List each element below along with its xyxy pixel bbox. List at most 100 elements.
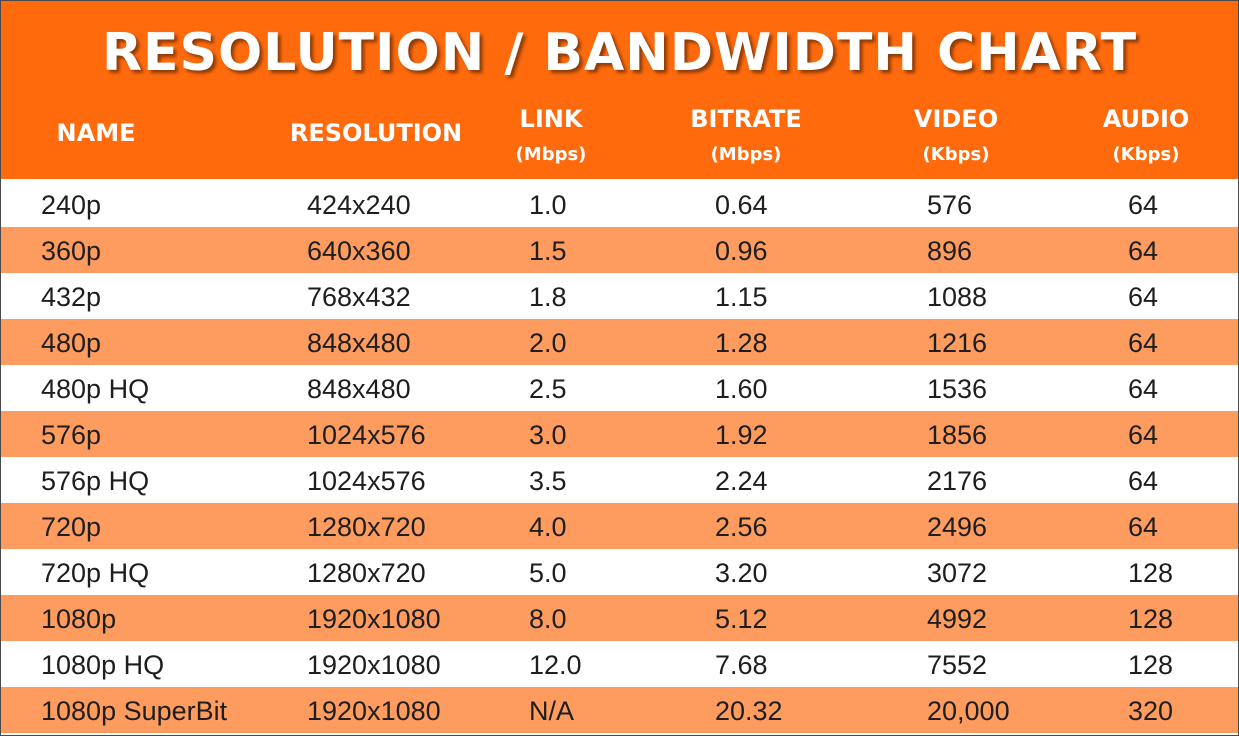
table-cell: 576 xyxy=(927,190,973,220)
table-cell: 1.5 xyxy=(529,236,567,266)
col-header-name: NAME xyxy=(16,115,176,151)
table-row: 720p 1280x720 4.0 2.56 2496 64 xyxy=(1,503,1238,549)
table-row: 480p HQ 848x480 2.5 1.60 1536 64 xyxy=(1,365,1238,411)
table-cell: 2.56 xyxy=(715,512,768,542)
table-cell: 720p HQ xyxy=(41,558,150,588)
table-cell: 5.0 xyxy=(529,558,567,588)
table-cell: 8.0 xyxy=(529,604,567,634)
table-cell: 0.64 xyxy=(715,190,768,220)
table-row: 240p 424x240 1.0 0.64 576 64 xyxy=(1,181,1238,227)
table-header: RESOLUTION / BANDWIDTH CHART NAME RESOLU… xyxy=(1,1,1238,179)
table-row: 480p 848x480 2.0 1.28 1216 64 xyxy=(1,319,1238,365)
table-cell: 7.68 xyxy=(715,650,768,680)
table-cell: 2.0 xyxy=(529,328,567,358)
table-cell: 64 xyxy=(1128,190,1159,220)
table-cell: 576p HQ xyxy=(41,466,150,496)
table-cell: 2496 xyxy=(927,512,988,542)
table-cell: 360p xyxy=(41,236,102,266)
table-row: 576p HQ 1024x576 3.5 2.24 2176 64 xyxy=(1,457,1238,503)
table-cell: 4.0 xyxy=(529,512,567,542)
table-cell: 1024x576 xyxy=(307,466,426,496)
table-cell: 848x480 xyxy=(307,328,411,358)
col-header-link: LINK (Mbps) xyxy=(491,101,611,173)
table-cell: 1920x1080 xyxy=(307,696,441,726)
table-cell: 848x480 xyxy=(307,374,411,404)
table-cell: 768x432 xyxy=(307,282,411,312)
table-cell: 1.8 xyxy=(529,282,567,312)
table-cell: 1856 xyxy=(927,420,988,450)
table-cell: 1280x720 xyxy=(307,558,426,588)
col-header-resolution: RESOLUTION xyxy=(281,115,471,151)
col-header-label: VIDEO xyxy=(913,105,999,133)
table-cell: 5.12 xyxy=(715,604,768,634)
table-cell: 1080p xyxy=(41,604,117,634)
table-cell: 640x360 xyxy=(307,236,411,266)
table-cell: 4992 xyxy=(927,604,988,634)
table-cell: 64 xyxy=(1128,328,1159,358)
table-cell: 64 xyxy=(1128,466,1159,496)
table-cell: 64 xyxy=(1128,420,1159,450)
table-cell: 480p HQ xyxy=(41,374,150,404)
col-header-unit: (Mbps) xyxy=(710,144,782,165)
col-header-video: VIDEO (Kbps) xyxy=(891,101,1021,173)
table-cell: 0.96 xyxy=(715,236,768,266)
table-row: 720p HQ 1280x720 5.0 3.20 3072 128 xyxy=(1,549,1238,595)
table-cell: 1920x1080 xyxy=(307,650,441,680)
table-cell: 1.15 xyxy=(715,282,768,312)
table-cell: 1088 xyxy=(927,282,988,312)
table-row: 576p 1024x576 3.0 1.92 1856 64 xyxy=(1,411,1238,457)
col-header-audio: AUDIO (Kbps) xyxy=(1081,101,1211,173)
table-cell: 480p xyxy=(41,328,102,358)
table-cell: 720p xyxy=(41,512,102,542)
table-cell: 64 xyxy=(1128,236,1159,266)
table-cell: 2.5 xyxy=(529,374,567,404)
table-cell: 20.32 xyxy=(715,696,783,726)
table-row: 1080p 1920x1080 8.0 5.12 4992 128 xyxy=(1,595,1238,641)
table-cell: 576p xyxy=(41,420,102,450)
table-cell: 20,000 xyxy=(927,696,1010,726)
table-row: 432p 768x432 1.8 1.15 1088 64 xyxy=(1,273,1238,319)
table-cell: 3.20 xyxy=(715,558,768,588)
table-cell: 3.0 xyxy=(529,420,567,450)
table-cell: 1.0 xyxy=(529,190,567,220)
col-header-label: AUDIO xyxy=(1102,105,1190,133)
table-cell: 128 xyxy=(1128,604,1174,634)
table-cell: 2176 xyxy=(927,466,988,496)
col-header-unit: (Kbps) xyxy=(922,144,990,165)
table-cell: 64 xyxy=(1128,374,1159,404)
table-row: 1080p HQ 1920x1080 12.0 7.68 7552 128 xyxy=(1,641,1238,687)
table-cell: 1216 xyxy=(927,328,988,358)
table-cell: 128 xyxy=(1128,558,1174,588)
col-header-unit: (Kbps) xyxy=(1112,144,1180,165)
table-cell: 1080p SuperBit xyxy=(41,696,228,726)
table-cell: 1.28 xyxy=(715,328,768,358)
table-cell: 1280x720 xyxy=(307,512,426,542)
table-cell: 896 xyxy=(927,236,973,266)
col-header-label: RESOLUTION xyxy=(289,119,463,147)
col-header-label: LINK xyxy=(519,105,583,133)
table-cell: 1.60 xyxy=(715,374,768,404)
table-cell: 12.0 xyxy=(529,650,582,680)
chart-title: RESOLUTION / BANDWIDTH CHART xyxy=(101,23,1138,83)
col-header-label: NAME xyxy=(56,119,136,147)
col-header-label: BITRATE xyxy=(690,105,802,133)
col-header-bitrate: BITRATE (Mbps) xyxy=(671,101,821,173)
table-cell: N/A xyxy=(529,696,575,726)
table-cell: 240p xyxy=(41,190,102,220)
table-cell: 1024x576 xyxy=(307,420,426,450)
table-cell: 320 xyxy=(1128,696,1174,726)
table-cell: 128 xyxy=(1128,650,1174,680)
table-cell: 432p xyxy=(41,282,102,312)
table-cell: 1080p HQ xyxy=(41,650,165,680)
table-cell: 7552 xyxy=(927,650,988,680)
table-cell: 1536 xyxy=(927,374,988,404)
table-cell: 424x240 xyxy=(307,190,411,220)
table-row: 1080p SuperBit 1920x1080 N/A 20.32 20,000 320 xyxy=(1,687,1238,733)
table-cell: 3072 xyxy=(927,558,988,588)
col-header-unit: (Mbps) xyxy=(515,144,587,165)
table-row: 360p 640x360 1.5 0.96 896 64 xyxy=(1,227,1238,273)
table-cell: 2.24 xyxy=(715,466,768,496)
table-cell: 1.92 xyxy=(715,420,768,450)
table-cell: 64 xyxy=(1128,512,1159,542)
table-cell: 3.5 xyxy=(529,466,567,496)
